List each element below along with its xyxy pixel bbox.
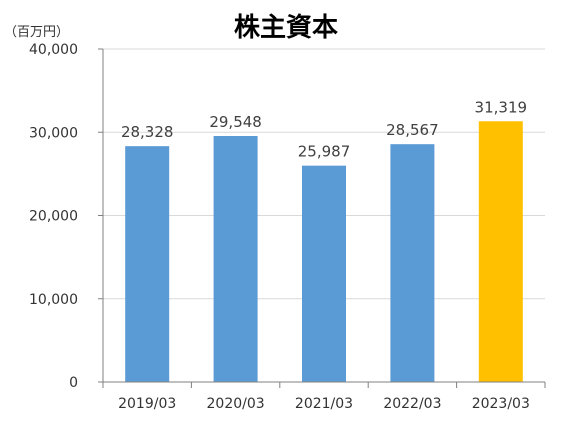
bar-2023-03 xyxy=(478,121,523,383)
data-label: 29,548 xyxy=(209,113,262,131)
bar-2020-03 xyxy=(213,136,258,382)
bar-2021-03 xyxy=(302,165,346,382)
x-tick-label: 2022/03 xyxy=(383,396,441,412)
bars xyxy=(125,121,523,383)
unit-label: （百万円） xyxy=(4,25,69,40)
bar-2019-03 xyxy=(125,146,170,382)
x-tick-label: 2020/03 xyxy=(207,396,265,412)
y-tick-label: 20,000 xyxy=(29,209,78,225)
data-label: 28,328 xyxy=(121,123,174,141)
data-label: 25,987 xyxy=(298,143,351,161)
x-tick-label: 2021/03 xyxy=(295,396,353,412)
x-tick-label: 2019/03 xyxy=(118,396,176,412)
y-tick-label: 30,000 xyxy=(29,125,78,141)
data-labels: 28,328 29,548 25,987 28,567 31,319 xyxy=(121,98,527,160)
x-axis: 2019/03 2020/03 2021/03 2022/03 2023/03 xyxy=(102,381,546,412)
y-tick-label: 0 xyxy=(69,375,78,391)
y-axis: 0 10,000 20,000 30,000 40,000 xyxy=(29,42,104,391)
data-label: 28,567 xyxy=(386,121,439,139)
x-tick-label: 2023/03 xyxy=(472,396,530,412)
y-tick-label: 40,000 xyxy=(29,42,78,58)
chart-title: 株主資本 xyxy=(234,13,338,43)
bar-2022-03 xyxy=(390,144,435,382)
data-label: 31,319 xyxy=(475,98,528,116)
y-tick-label: 10,000 xyxy=(29,292,78,308)
